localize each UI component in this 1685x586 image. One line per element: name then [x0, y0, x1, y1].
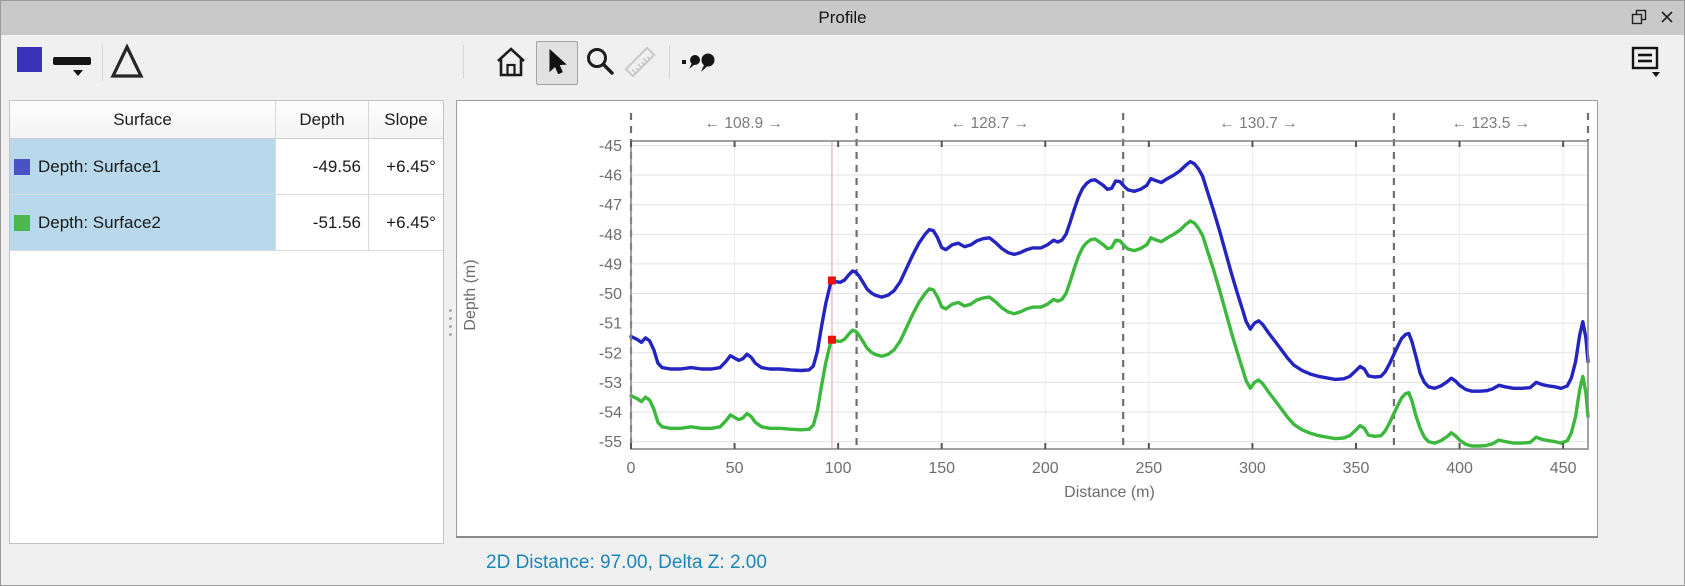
toolbar-separator: [102, 43, 103, 81]
x-tick-label: 250: [1136, 460, 1163, 477]
y-tick-label: -51: [599, 316, 622, 333]
annotation-menu-button[interactable]: [1629, 45, 1665, 81]
surface-color-swatch: [14, 158, 30, 175]
home-button[interactable]: [495, 45, 527, 79]
zoom-tool-button[interactable]: [584, 45, 616, 79]
close-icon[interactable]: [1658, 8, 1676, 26]
y-axis-title: Depth (m): [462, 259, 479, 330]
segment-length-label: ← 108.9 →: [705, 115, 783, 132]
pointer-icon: [549, 49, 567, 75]
x-tick-label: 350: [1343, 460, 1370, 477]
column-header-depth[interactable]: Depth: [276, 101, 369, 138]
x-tick-label: 100: [825, 460, 852, 477]
table-header[interactable]: Surface Depth Slope: [10, 101, 443, 139]
line-width-icon: [53, 57, 91, 76]
slope-value-cell[interactable]: +6.45°: [369, 195, 443, 250]
slope-triangle-icon: [110, 43, 144, 78]
y-tick-label: -52: [599, 345, 622, 362]
y-tick-label: -45: [599, 138, 622, 155]
y-tick-label: -48: [599, 227, 622, 244]
y-tick-label: -49: [599, 256, 622, 273]
surface-label: Depth: Surface2: [38, 212, 161, 232]
line-width-button[interactable]: [51, 51, 93, 79]
y-tick-label: -54: [599, 404, 622, 421]
y-tick-label: -47: [599, 197, 622, 214]
surface-table: Surface Depth Slope Depth: Surface1 -49.5…: [9, 100, 444, 544]
measure-marker[interactable]: [827, 276, 836, 285]
y-tick-label: -55: [599, 434, 622, 451]
surface-cell[interactable]: Depth: Surface2: [10, 195, 276, 250]
segment-length-label: ← 128.7 →: [951, 115, 1029, 132]
depth-value-cell[interactable]: -51.56: [276, 195, 369, 250]
surface-label: Depth: Surface1: [38, 156, 161, 176]
table-body: Depth: Surface1 -49.56 +6.45° Depth: Surfac…: [10, 139, 443, 251]
plot-border: [630, 140, 1589, 450]
toolbar-separator: [669, 45, 670, 79]
window-title: Profile: [818, 8, 867, 27]
color-swatch-button[interactable]: [17, 47, 42, 72]
x-tick-label: 50: [726, 460, 744, 477]
profile-chart-panel: ← 108.9 → ← 128.7 → ← 130.7 → ← 123.5 → -45 -…: [456, 100, 1598, 538]
x-tick-label: 150: [928, 460, 955, 477]
profile-line-surface2: [629, 219, 1590, 448]
y-tick-label: -50: [599, 286, 622, 303]
points-tool-button[interactable]: [680, 47, 720, 77]
measure-marker[interactable]: [827, 335, 836, 344]
color-swatch-icon: [17, 47, 42, 72]
slope-triangle-button[interactable]: [109, 43, 145, 81]
zoom-icon: [587, 48, 614, 75]
profile-plot[interactable]: ← 108.9 → ← 128.7 → ← 130.7 → ← 123.5 → -45 -…: [457, 101, 1595, 535]
x-axis-title: Distance (m): [1064, 484, 1155, 501]
x-tick-label: 450: [1550, 460, 1577, 477]
x-tick-label: 200: [1032, 460, 1059, 477]
y-tick-label: -53: [599, 375, 622, 392]
table-row[interactable]: Depth: Surface1 -49.56 +6.45°: [10, 139, 443, 195]
depth-value-cell[interactable]: -49.56: [276, 139, 369, 194]
x-tick-label: 400: [1446, 460, 1473, 477]
toolbar-separator: [463, 45, 464, 79]
table-row[interactable]: Depth: Surface2 -51.56 +6.45°: [10, 195, 443, 251]
slope-value-cell[interactable]: +6.45°: [369, 139, 443, 194]
x-tick-label: 0: [627, 460, 636, 477]
annotation-icon: [1631, 46, 1660, 77]
surface-color-swatch: [14, 214, 30, 231]
surface-cell[interactable]: Depth: Surface1: [10, 139, 276, 194]
float-window-icon[interactable]: [1630, 8, 1648, 26]
segment-length-label: ← 130.7 →: [1219, 115, 1297, 132]
profile-line-surface1: [629, 160, 1590, 393]
ruler-icon: [624, 46, 656, 78]
titlebar[interactable]: Profile: [1, 1, 1684, 35]
x-tick-label: 300: [1239, 460, 1266, 477]
measure-status-text: 2D Distance: 97.00, Delta Z: 2.00: [486, 552, 767, 573]
column-header-surface[interactable]: Surface: [10, 101, 276, 138]
plot-area[interactable]: [631, 141, 1588, 449]
segment-length-label: ← 123.5 →: [1452, 115, 1530, 132]
pointer-tool-button[interactable]: [536, 41, 578, 85]
column-header-slope[interactable]: Slope: [384, 109, 428, 129]
points-icon: [682, 53, 715, 72]
panel-splitter[interactable]: [444, 100, 456, 544]
ruler-tool-button[interactable]: [623, 45, 657, 79]
y-tick-label: -46: [599, 168, 622, 185]
home-icon: [497, 47, 525, 77]
